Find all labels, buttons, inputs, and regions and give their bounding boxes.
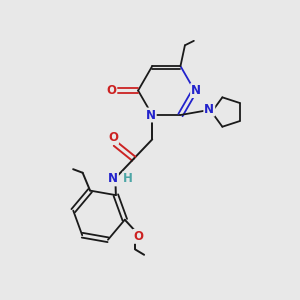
Text: O: O bbox=[106, 84, 116, 97]
Text: H: H bbox=[123, 172, 133, 185]
Text: O: O bbox=[108, 131, 118, 144]
Text: N: N bbox=[108, 172, 118, 185]
Text: O: O bbox=[133, 230, 143, 243]
Text: N: N bbox=[191, 84, 201, 97]
Text: N: N bbox=[146, 109, 156, 122]
Text: N: N bbox=[204, 103, 214, 116]
